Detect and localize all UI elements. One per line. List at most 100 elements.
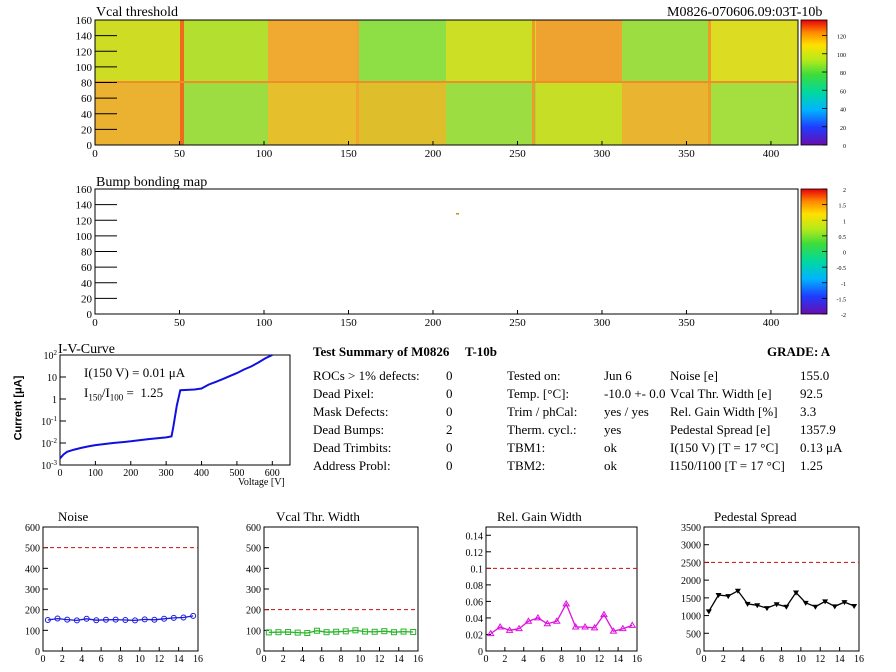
summary-key: Dead Bumps: (313, 422, 385, 437)
x-tick-label: 12 (594, 654, 604, 665)
data-point (581, 623, 589, 630)
x-tick-label: 8 (339, 654, 344, 665)
summary-key: Pedestal Spread [e] (670, 422, 771, 437)
bump-title: Bump bonding map (96, 175, 208, 190)
vcal-threshold-map (95, 20, 798, 145)
bump-bonding-map (95, 189, 798, 314)
series-line (708, 589, 855, 612)
map-title: Vcal threshold (96, 5, 179, 20)
y-tick-label: 0.08 (466, 581, 484, 592)
x-tick-label: 16 (854, 654, 864, 665)
scale-label: 1 (843, 219, 846, 225)
scale-label: 1.5 (839, 204, 847, 210)
gain-width-title: Rel. Gain Width (497, 509, 582, 524)
y-tick-label: 100 (76, 62, 93, 74)
scale-label: 20 (840, 126, 846, 132)
data-point (705, 609, 712, 615)
data-point (122, 617, 129, 623)
y-tick-label: 40 (81, 109, 93, 121)
data-point (524, 617, 533, 624)
iv-y-tick-label: 102 (44, 349, 58, 362)
data-point (132, 617, 139, 624)
summary-value: 2 (446, 422, 453, 437)
chart-frame (42, 526, 199, 652)
summary-key: Tested on: (507, 368, 561, 383)
iv-x-tick-label: 0 (58, 468, 63, 479)
x-tick-label: 14 (613, 654, 623, 665)
data-point (371, 628, 378, 635)
y-tick-label: 160 (76, 15, 93, 27)
x-tick-label: 2 (721, 654, 726, 665)
summary-value: 0 (446, 386, 453, 401)
data-point (773, 602, 780, 608)
x-tick-label: 250 (509, 317, 526, 329)
summary-key: Dead Pixel: (313, 386, 375, 401)
summary-key: Address Probl: (313, 458, 391, 473)
x-tick-label: 100 (256, 317, 273, 329)
y-tick-label: 600 (25, 523, 40, 534)
data-point (151, 616, 158, 623)
series-line (268, 629, 414, 634)
y-tick-label: 0.14 (466, 531, 484, 542)
data-point (410, 628, 417, 635)
scale-label: 100 (837, 53, 846, 59)
series-line (47, 615, 194, 622)
bump-color-scale (800, 188, 828, 315)
y-tick-label: 0 (87, 309, 93, 321)
y-tick-label: 100 (246, 626, 261, 637)
y-tick-label: 300 (246, 585, 261, 596)
data-point (342, 628, 349, 635)
data-point (802, 600, 809, 606)
iv-x-tick-label: 200 (123, 468, 138, 479)
scale-label: -1.5 (837, 297, 847, 303)
top-x-ticks: 0 50 100 150 200 250 300 350 400 (92, 141, 780, 160)
x-tick-label: 8 (118, 654, 123, 665)
summary-key: I150/I100 [T = 17 °C] (670, 458, 785, 473)
data-point (496, 623, 505, 630)
summary-key: Vcal Thr. Width [e] (670, 386, 772, 401)
series-line (490, 602, 633, 635)
x-tick-label: 12 (154, 654, 164, 665)
summary-value: yes (604, 422, 622, 437)
summary-key: ROCs > 1% defects: (313, 368, 420, 383)
x-tick-label: 4 (740, 654, 745, 665)
iv-y-tick-label: 1 (52, 395, 57, 406)
scale-label: 0.5 (839, 235, 847, 241)
vcal-width-title: Vcal Thr. Width (276, 509, 360, 524)
y-tick-label: 60 (81, 262, 93, 274)
y-tick-label: 0.06 (466, 597, 484, 608)
scale-label: -0.5 (837, 266, 847, 272)
data-point (515, 624, 523, 632)
iv-frame (59, 354, 291, 466)
iv-axes: 0 100 200 300 400 500 600 10-3 10-2 10-1 1 10 102 (41, 349, 280, 479)
summary-value: 155.0 (800, 368, 830, 383)
summary-key: TBM2: (507, 458, 546, 473)
iv-y-tick-label: 10 (47, 373, 57, 384)
summary-value: yes / yes (604, 404, 649, 419)
summary-value: 0 (446, 368, 453, 383)
scale-label: 0 (843, 144, 846, 150)
data-point (534, 613, 542, 621)
x-tick-label: 150 (340, 317, 357, 329)
y-tick-label: 1000 (681, 612, 701, 623)
y-tick-label: 3000 (681, 541, 701, 552)
summary-key: Trim / phCal: (507, 404, 578, 419)
x-tick-label: 8 (779, 654, 784, 665)
data-point (590, 623, 599, 631)
data-point (618, 624, 627, 632)
x-tick-label: 4 (521, 654, 526, 665)
summary-value: 92.5 (800, 386, 823, 401)
data-point (313, 627, 320, 634)
x-tick-label: 0 (92, 148, 98, 160)
data-point (505, 626, 514, 633)
y-tick-label: 0.04 (466, 614, 484, 625)
y-tick-label: 0.1 (471, 564, 484, 575)
x-tick-label: 200 (425, 317, 442, 329)
x-tick-label: 2 (502, 654, 507, 665)
iv-x-tick-label: 400 (194, 468, 209, 479)
y-tick-label: 3500 (681, 523, 701, 534)
summary-value: 0 (446, 458, 453, 473)
data-point (390, 629, 397, 636)
grade: GRADE: A (767, 344, 831, 359)
data-point (543, 619, 552, 627)
